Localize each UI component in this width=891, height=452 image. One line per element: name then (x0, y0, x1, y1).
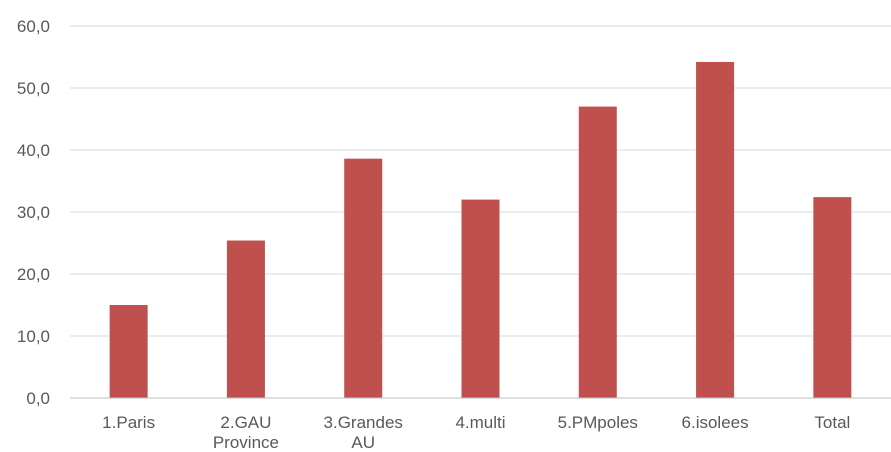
bar (696, 61, 735, 399)
bars (109, 61, 852, 399)
x-axis-category-labels: 1.Paris 2.GAU Province 3.Grandes AU 4.multi 5.… (102, 413, 850, 452)
y-tick-label: 40,0 (17, 141, 50, 160)
x-category-label: 5.PMpoles (558, 413, 638, 432)
y-axis-tick-labels: 0,0 10,0 20,0 30,0 40,0 50,0 60,0 (17, 17, 50, 408)
x-category-label: 1.Paris (102, 413, 155, 432)
bar (578, 106, 617, 398)
x-category-label: 2.GAU Province (213, 413, 279, 452)
y-tick-label: 20,0 (17, 265, 50, 284)
bar (813, 197, 852, 398)
y-tick-label: 30,0 (17, 203, 50, 222)
y-tick-label: 50,0 (17, 79, 50, 98)
bar (226, 240, 265, 398)
x-category-label: 3.Grandes AU (324, 413, 403, 452)
x-category-label: 6.isolees (682, 413, 749, 432)
y-tick-label: 0,0 (26, 389, 50, 408)
y-tick-label: 10,0 (17, 327, 50, 346)
x-category-label: Total (814, 413, 850, 432)
bar (109, 305, 148, 398)
x-category-label: 4.multi (455, 413, 505, 432)
y-tick-label: 60,0 (17, 17, 50, 36)
bar (344, 158, 383, 398)
bar (461, 199, 500, 398)
